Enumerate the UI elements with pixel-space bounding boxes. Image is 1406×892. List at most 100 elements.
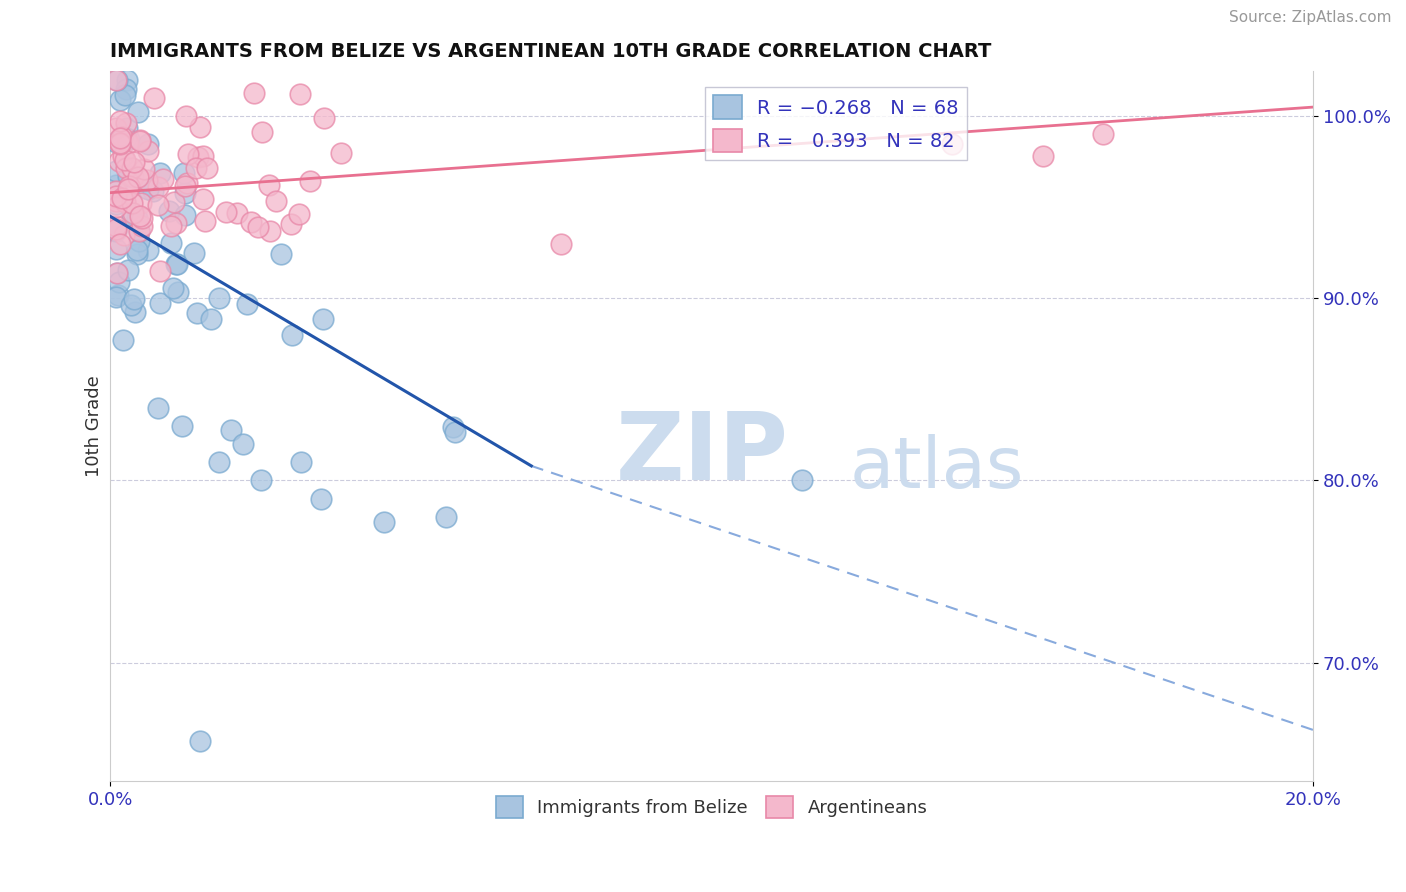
Point (159, 236, 181, 251)
Point (107, 154, 129, 169)
Point (114, 195, 136, 210)
Point (790, 474, 813, 488)
Point (105, 290, 128, 304)
Point (114, 153, 136, 167)
Point (215, 205, 238, 219)
Point (121, 195, 143, 210)
Point (115, 116, 138, 130)
Point (122, 292, 145, 306)
Point (117, 182, 139, 196)
Point (117, 169, 139, 183)
Point (550, 236, 572, 251)
Point (138, 144, 160, 158)
Point (280, 217, 302, 231)
Point (105, 164, 128, 178)
Point (195, 161, 218, 175)
Point (288, 207, 311, 221)
Point (249, 474, 271, 488)
Point (243, 86, 266, 100)
Point (105, 72, 128, 87)
Point (105, 265, 128, 279)
Point (122, 169, 145, 184)
Point (105, 72, 128, 87)
Point (105, 219, 128, 234)
Point (114, 131, 136, 145)
Point (112, 228, 135, 243)
Point (219, 423, 242, 437)
Point (105, 188, 128, 202)
Point (108, 93, 131, 107)
Point (124, 154, 146, 169)
Point (941, 136, 963, 151)
Point (162, 280, 184, 294)
Point (184, 161, 207, 176)
Point (105, 194, 128, 208)
Point (117, 136, 139, 150)
Point (188, 120, 211, 134)
Point (232, 437, 254, 451)
Point (157, 203, 180, 218)
Point (129, 209, 152, 223)
Point (127, 105, 149, 120)
Point (128, 224, 150, 238)
Point (226, 205, 249, 219)
Point (129, 133, 152, 147)
Point (191, 192, 214, 206)
Point (177, 147, 200, 161)
Point (127, 169, 149, 184)
Point (114, 87, 136, 102)
Text: atlas: atlas (851, 434, 1025, 503)
Text: ZIP: ZIP (616, 409, 789, 500)
Point (115, 72, 138, 87)
Point (193, 214, 215, 228)
Point (200, 312, 222, 326)
Point (105, 197, 128, 211)
Point (111, 130, 134, 145)
Point (136, 136, 159, 151)
Point (163, 195, 186, 210)
Point (108, 136, 131, 150)
Point (118, 179, 141, 194)
Point (1032, 149, 1054, 163)
Point (148, 401, 170, 415)
Point (121, 205, 143, 219)
Point (312, 111, 335, 125)
Point (118, 131, 141, 145)
Point (173, 178, 195, 193)
Point (120, 298, 142, 312)
Point (105, 224, 128, 238)
Point (108, 114, 131, 128)
Point (136, 243, 159, 257)
Point (121, 161, 143, 176)
Point (288, 87, 311, 101)
Point (444, 425, 467, 439)
Point (105, 185, 128, 199)
Point (131, 196, 153, 211)
Point (299, 174, 322, 188)
Point (132, 161, 155, 176)
Point (174, 186, 197, 200)
Point (173, 166, 195, 180)
Point (105, 135, 128, 149)
Point (125, 247, 148, 261)
Point (207, 455, 229, 469)
Point (176, 176, 198, 190)
Point (146, 179, 169, 194)
Point (108, 275, 131, 289)
Point (281, 328, 304, 343)
Point (174, 208, 197, 222)
Point (108, 137, 131, 152)
Point (143, 91, 166, 105)
Point (183, 246, 205, 260)
Point (441, 419, 464, 434)
Point (136, 182, 159, 196)
Point (149, 264, 172, 278)
Point (149, 166, 172, 180)
Point (136, 172, 159, 186)
Point (187, 150, 209, 164)
Point (270, 246, 292, 260)
Point (264, 194, 287, 208)
Point (312, 311, 335, 326)
Point (290, 455, 312, 469)
Point (127, 211, 149, 225)
